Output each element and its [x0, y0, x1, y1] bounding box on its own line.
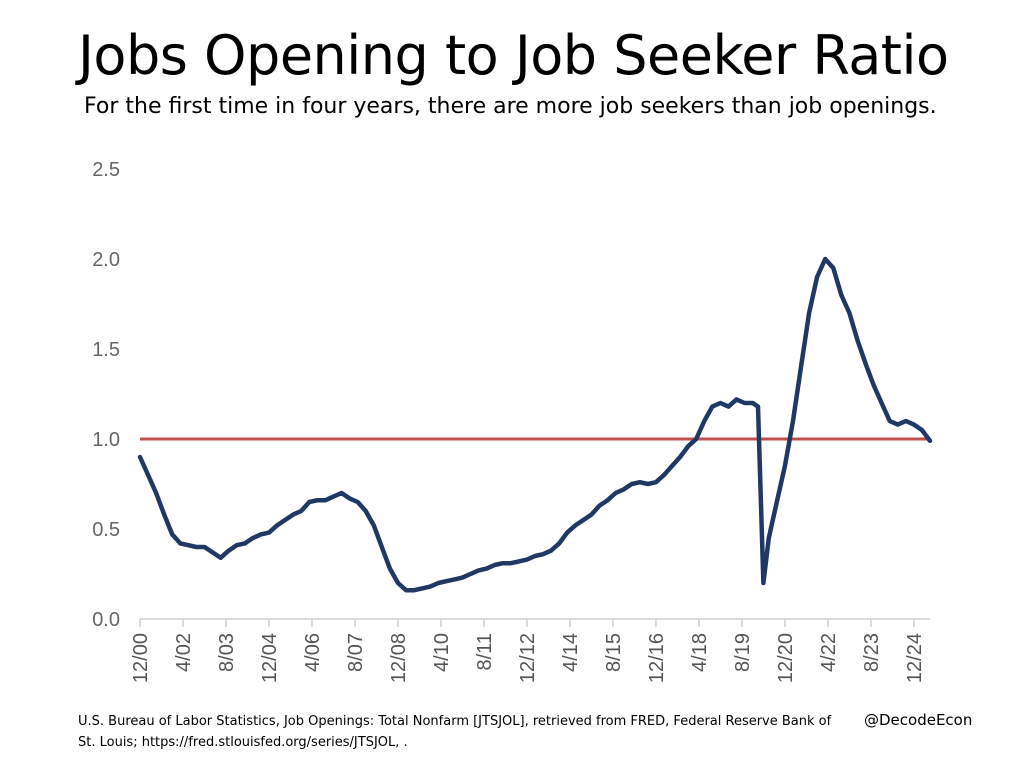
- x-tick-label: 4/10: [431, 633, 453, 672]
- chart-title: Jobs Opening to Job Seeker Ratio: [78, 24, 949, 87]
- x-tick-label: 12/24: [904, 633, 926, 683]
- x-tick-label: 8/15: [603, 633, 625, 672]
- chart: 0.0 0.5 1.0 1.5 2.0 2.5 12/00 4/02 8/03 12/04 4/0…: [92, 159, 933, 683]
- y-tick-label: 2.5: [92, 159, 120, 181]
- y-tick-label: 1.5: [92, 339, 120, 361]
- source-note: U.S. Bureau of Labor Statistics, Job Ope…: [78, 714, 832, 750]
- x-tick-label: 12/04: [259, 633, 281, 683]
- x-tick-label: 12/16: [646, 633, 668, 683]
- author-handle: @DecodeEcon: [864, 711, 973, 729]
- x-tick-label: 12/20: [775, 633, 797, 683]
- x-tick-label: 12/12: [517, 633, 539, 683]
- x-tick-label: 12/00: [130, 633, 152, 683]
- x-tick-label: 8/23: [861, 633, 883, 672]
- x-tick-label: 4/02: [173, 633, 195, 672]
- chart-subtitle: For the first time in four years, there …: [84, 94, 937, 119]
- x-tick-label: 4/14: [560, 633, 582, 672]
- x-tick-label: 4/06: [302, 633, 324, 672]
- x-tick-label: 8/07: [345, 633, 367, 672]
- x-tick-label: 4/18: [689, 633, 711, 672]
- y-tick-label: 1.0: [92, 429, 120, 451]
- x-tick-label: 8/11: [474, 633, 496, 670]
- x-tick-label: 8/19: [732, 633, 754, 672]
- y-tick-label: 0.0: [92, 609, 120, 631]
- x-axis: 12/00 4/02 8/03 12/04 4/06 8/07 12/08 4/10 8/11 1…: [130, 618, 930, 683]
- series-group: [137, 256, 933, 593]
- y-tick-label: 2.0: [92, 249, 120, 271]
- x-tick-label: 8/03: [216, 633, 238, 672]
- x-tick-label: 12/08: [388, 633, 410, 683]
- x-tick-label: 4/22: [818, 633, 840, 672]
- y-axis: 0.0 0.5 1.0 1.5 2.0 2.5: [92, 159, 120, 631]
- y-tick-label: 0.5: [92, 519, 120, 541]
- series-line: [137, 256, 933, 593]
